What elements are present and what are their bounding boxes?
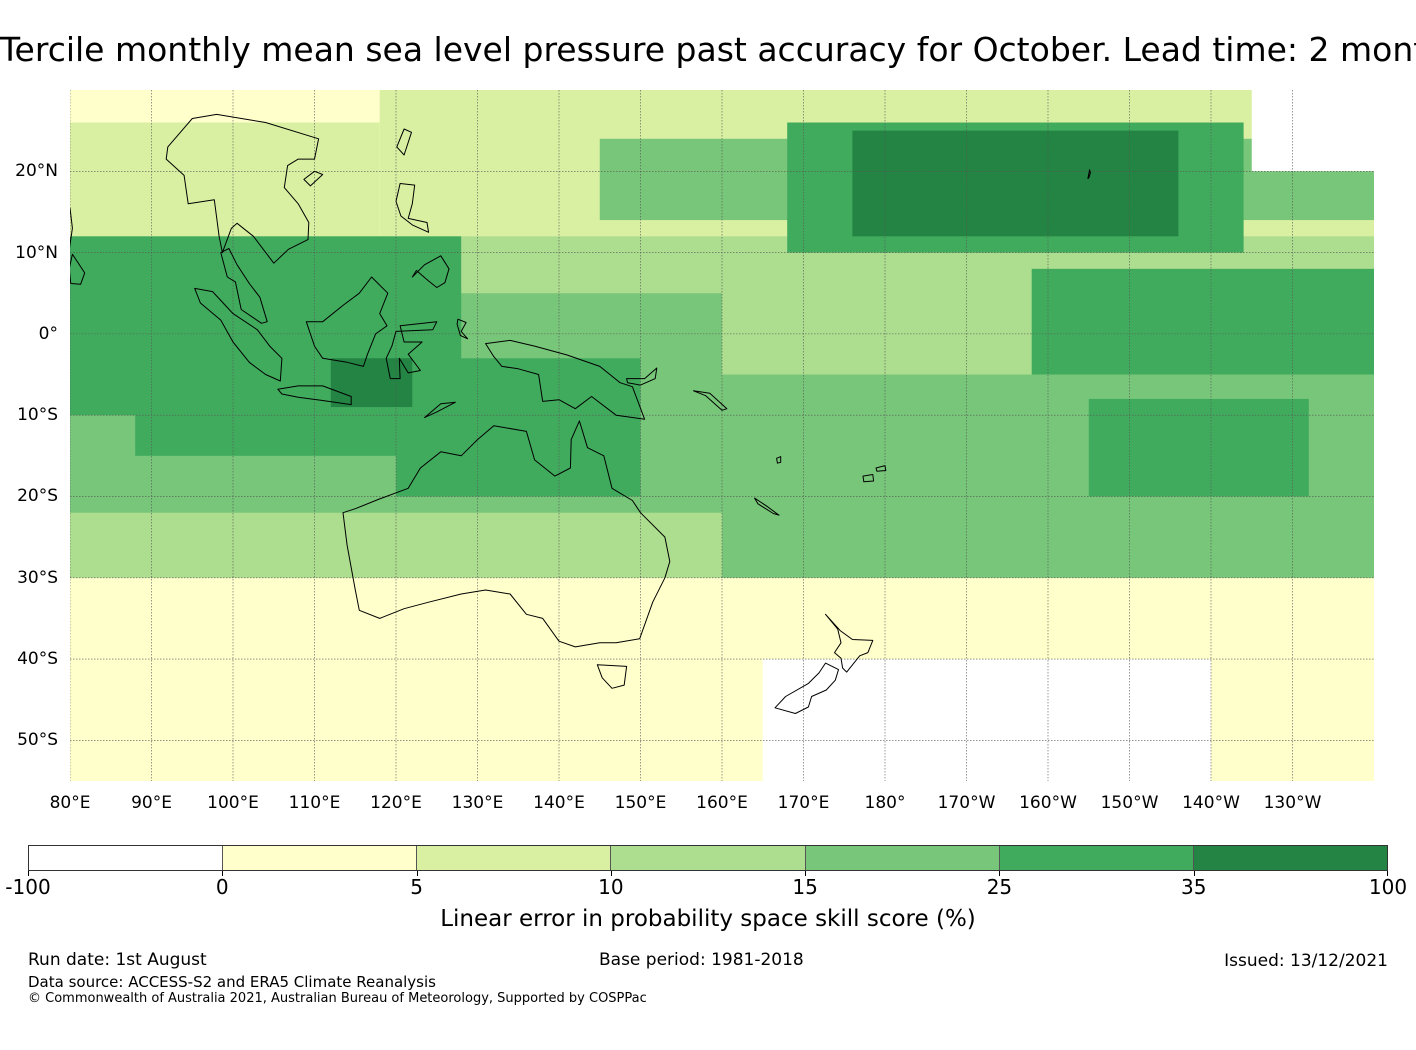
coastline-taiwan: [396, 128, 412, 156]
colorbar-tick-mark: [805, 871, 807, 876]
colorbar-segment: [1193, 846, 1387, 870]
latitude-label: 20°S: [17, 486, 58, 507]
longitude-label: 180°: [864, 793, 906, 813]
coastline-sri-lanka: [70, 253, 86, 285]
coastline-mindanao: [411, 255, 450, 288]
colorbar-tick-mark: [416, 871, 418, 876]
latitude-label: 20°N: [15, 161, 58, 182]
longitude-label: 140°E: [533, 793, 585, 813]
colorbar-tick-label: 15: [792, 875, 818, 899]
longitude-label: 120°E: [370, 793, 422, 813]
colorbar-tick-mark: [1193, 871, 1195, 876]
coastline-luzon: [395, 183, 430, 233]
copyright: © Commonwealth of Australia 2021, Austra…: [28, 991, 647, 1006]
coastline-nz-south-island: [774, 662, 839, 714]
colorbar-segment: [805, 846, 1000, 870]
colorbar-segment: [999, 846, 1194, 870]
base-period: Base period: 1981-2018: [599, 950, 804, 970]
longitude-label: 100°E: [207, 793, 259, 813]
colorbar-tick-mark: [222, 871, 224, 876]
coastline-sulawesi: [385, 321, 438, 380]
colorbar-segment: [223, 846, 418, 870]
latitude-label: 30°S: [17, 567, 58, 588]
longitude-label: 130°E: [451, 793, 504, 813]
data-source: Data source: ACCESS-S2 and ERA5 Climate …: [28, 973, 436, 991]
longitude-label: 160°W: [1019, 793, 1077, 813]
coastline-new-guinea: [485, 339, 646, 420]
coastline-fiji: [862, 474, 875, 483]
coastline-halmahera: [456, 318, 469, 340]
colorbar-tick-label: 35: [1180, 875, 1207, 899]
run-date: Run date: 1st August: [28, 950, 207, 970]
colorbar-label: Linear error in probability space skill …: [440, 906, 976, 932]
coastline-india: [70, 207, 73, 249]
coastline-borneo: [305, 276, 389, 367]
coastline-new-britain: [626, 367, 658, 386]
map-title: Tercile monthly mean sea level pressure …: [0, 30, 1416, 69]
colorbar: [28, 845, 1388, 871]
coastline-sumatra: [194, 287, 283, 382]
skill-region: [1251, 90, 1374, 172]
colorbar-tick-label: 5: [410, 875, 423, 899]
skill-region: [1088, 398, 1309, 497]
coastline-australia: [342, 420, 671, 648]
skill-region: [852, 130, 1179, 237]
longitude-label: 130°W: [1263, 793, 1322, 813]
colorbar-tick-mark: [28, 871, 29, 876]
latitude-label: 10°S: [17, 405, 58, 426]
map-canvas: [70, 90, 1374, 781]
colorbar-segment: [417, 846, 612, 870]
colorbar-tick-label: 10: [598, 875, 624, 899]
longitude-label: 110°E: [288, 793, 341, 813]
colorbar-tick-label: 25: [986, 875, 1013, 899]
longitude-label: 170°E: [777, 793, 830, 813]
colorbar-segment: [611, 846, 806, 870]
skill-score-map: [70, 90, 1374, 781]
skill-region: [396, 374, 641, 497]
skill-region: [1031, 268, 1374, 375]
skill-region: [762, 659, 1211, 781]
coastline-indochina: [165, 113, 320, 264]
colorbar-tick-mark: [610, 871, 612, 876]
coastline-tasmania: [596, 664, 628, 689]
longitude-label: 80°E: [49, 793, 91, 813]
coastline-malay-peninsula: [220, 248, 268, 324]
coastline-new-caledonia: [754, 497, 780, 516]
colorbar-segment: [29, 846, 224, 870]
coastline-solomons: [693, 390, 728, 411]
longitude-label: 140°W: [1182, 793, 1240, 813]
coastline-java: [277, 385, 352, 406]
longitude-label: 150°E: [614, 793, 667, 813]
coastline-timor: [424, 401, 456, 419]
skill-region: [330, 358, 413, 408]
longitude-label: 150°W: [1100, 793, 1159, 813]
colorbar-tick-mark: [999, 871, 1001, 876]
latitude-label: 0°: [38, 323, 58, 344]
graticule: [70, 90, 1374, 781]
colorbar-tick-label: 0: [215, 875, 229, 899]
coastline-hawaii: [1087, 169, 1091, 180]
colorbar-tick-mark: [1387, 871, 1388, 876]
coastline-nz-north-island: [825, 613, 874, 673]
colorbar-tick-label: 100: [1368, 875, 1408, 899]
latitude-label: 50°S: [17, 730, 58, 751]
longitude-label: 160°E: [696, 793, 748, 813]
coastline-hainan: [303, 170, 324, 187]
colorbar-tick-label: -100: [5, 875, 51, 899]
longitude-label: 170°W: [937, 793, 996, 813]
coastlines: [70, 113, 1091, 714]
latitude-label: 10°N: [15, 242, 58, 263]
coastline-vanuatu: [776, 456, 782, 464]
latitude-label: 40°S: [17, 649, 58, 670]
issued-date: Issued: 13/12/2021: [1224, 951, 1388, 971]
longitude-label: 90°E: [131, 793, 172, 813]
coastline-vanua-levu: [875, 465, 887, 472]
